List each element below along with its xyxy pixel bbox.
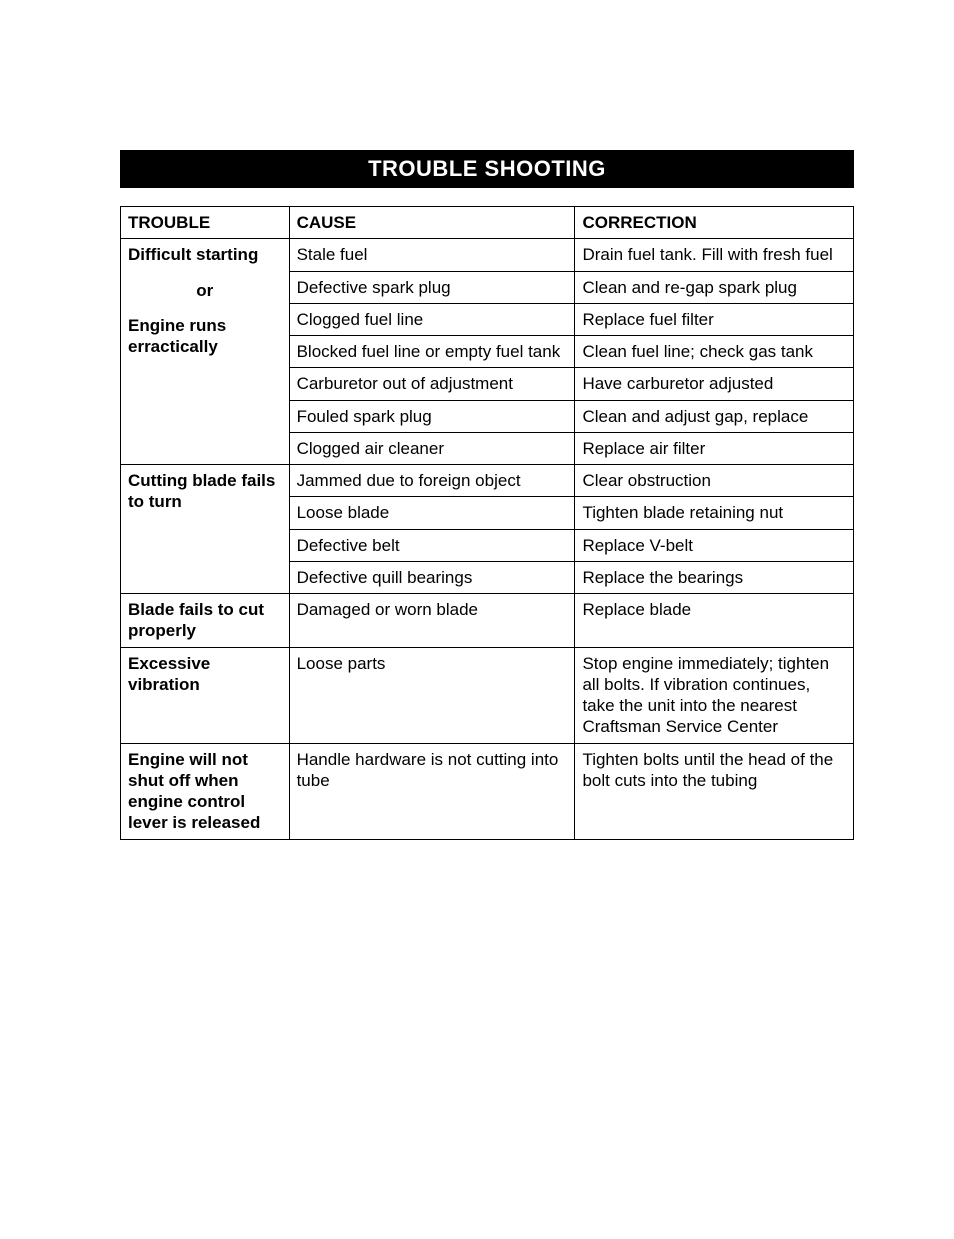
cause-cell: Clogged fuel line	[289, 303, 575, 335]
trouble-cell: Engine will not shut off when engine con…	[121, 743, 290, 839]
section-title: TROUBLE SHOOTING	[120, 150, 854, 188]
table-row: Excessive vibration Loose partsStop engin…	[121, 647, 854, 743]
page: TROUBLE SHOOTING TROUBLE CAUSE CORRECTIO…	[0, 0, 954, 840]
correction-cell: Replace fuel filter	[575, 303, 854, 335]
trouble-cell: Cutting blade fails to turn	[121, 465, 290, 594]
trouble-text: Engine runs erractically	[128, 316, 226, 356]
header-cause: CAUSE	[289, 207, 575, 239]
correction-cell: Tighten blade retaining nut	[575, 497, 854, 529]
cause-cell: Fouled spark plug	[289, 400, 575, 432]
cause-cell: Loose blade	[289, 497, 575, 529]
trouble-text: Engine will not shut off when engine con…	[128, 750, 260, 833]
correction-cell: Replace air filter	[575, 432, 854, 464]
header-trouble: TROUBLE	[121, 207, 290, 239]
trouble-or: or	[128, 280, 282, 301]
trouble-cell: Excessive vibration	[121, 647, 290, 743]
trouble-cell: Blade fails to cut properly	[121, 594, 290, 648]
correction-cell: Drain fuel tank. Fill with fresh fuel	[575, 239, 854, 271]
cause-cell: Loose parts	[289, 647, 575, 743]
cause-cell: Carburetor out of adjustment	[289, 368, 575, 400]
header-correction: CORRECTION	[575, 207, 854, 239]
table-header-row: TROUBLE CAUSE CORRECTION	[121, 207, 854, 239]
correction-cell: Clean fuel line; check gas tank	[575, 336, 854, 368]
cause-cell: Defective belt	[289, 529, 575, 561]
cause-cell: Defective spark plug	[289, 271, 575, 303]
correction-cell: Replace blade	[575, 594, 854, 648]
correction-cell: Clear obstruction	[575, 465, 854, 497]
trouble-text: Blade fails to cut properly	[128, 600, 264, 640]
cause-cell: Clogged air cleaner	[289, 432, 575, 464]
table-row: Difficult startingorEngine runs erractic…	[121, 239, 854, 271]
correction-cell: Clean and re-gap spark plug	[575, 271, 854, 303]
correction-cell: Have carburetor adjusted	[575, 368, 854, 400]
table-row: Engine will not shut off when engine con…	[121, 743, 854, 839]
cause-cell: Stale fuel	[289, 239, 575, 271]
correction-cell: Tighten bolts until the head of the bolt…	[575, 743, 854, 839]
trouble-cell: Difficult starting or Engine runs erractic…	[121, 239, 290, 465]
cause-cell: Blocked fuel line or empty fuel tank	[289, 336, 575, 368]
troubleshooting-table: TROUBLE CAUSE CORRECTION Difficult start…	[120, 206, 854, 840]
correction-cell: Stop engine immediately; tighten all bol…	[575, 647, 854, 743]
cause-cell: Handle hardware is not cutting into tube	[289, 743, 575, 839]
cause-cell: Defective quill bearings	[289, 561, 575, 593]
correction-cell: Replace V-belt	[575, 529, 854, 561]
trouble-text: Difficult starting	[128, 245, 258, 264]
trouble-text: Excessive vibration	[128, 654, 210, 694]
table-row: Cutting blade fails to turnJammed due to…	[121, 465, 854, 497]
correction-cell: Clean and adjust gap, replace	[575, 400, 854, 432]
trouble-text: Cutting blade fails to turn	[128, 471, 275, 511]
cause-cell: Jammed due to foreign object	[289, 465, 575, 497]
correction-cell: Replace the bearings	[575, 561, 854, 593]
cause-cell: Damaged or worn blade	[289, 594, 575, 648]
table-row: Blade fails to cut properly Damaged or wo…	[121, 594, 854, 648]
